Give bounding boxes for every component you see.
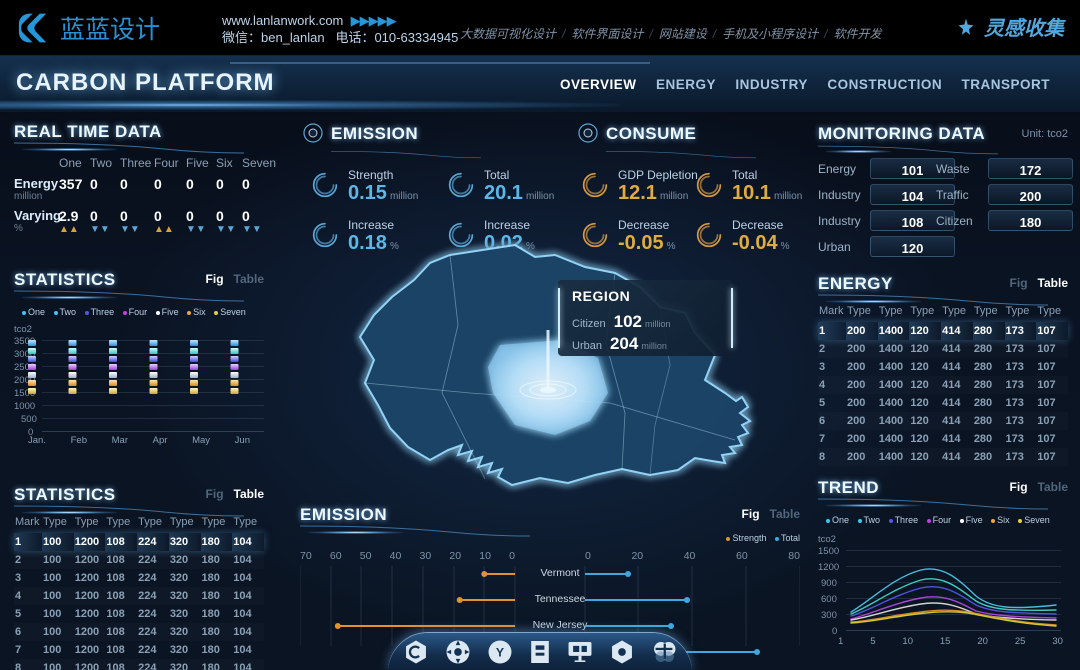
svg-text:Y: Y — [496, 646, 504, 660]
